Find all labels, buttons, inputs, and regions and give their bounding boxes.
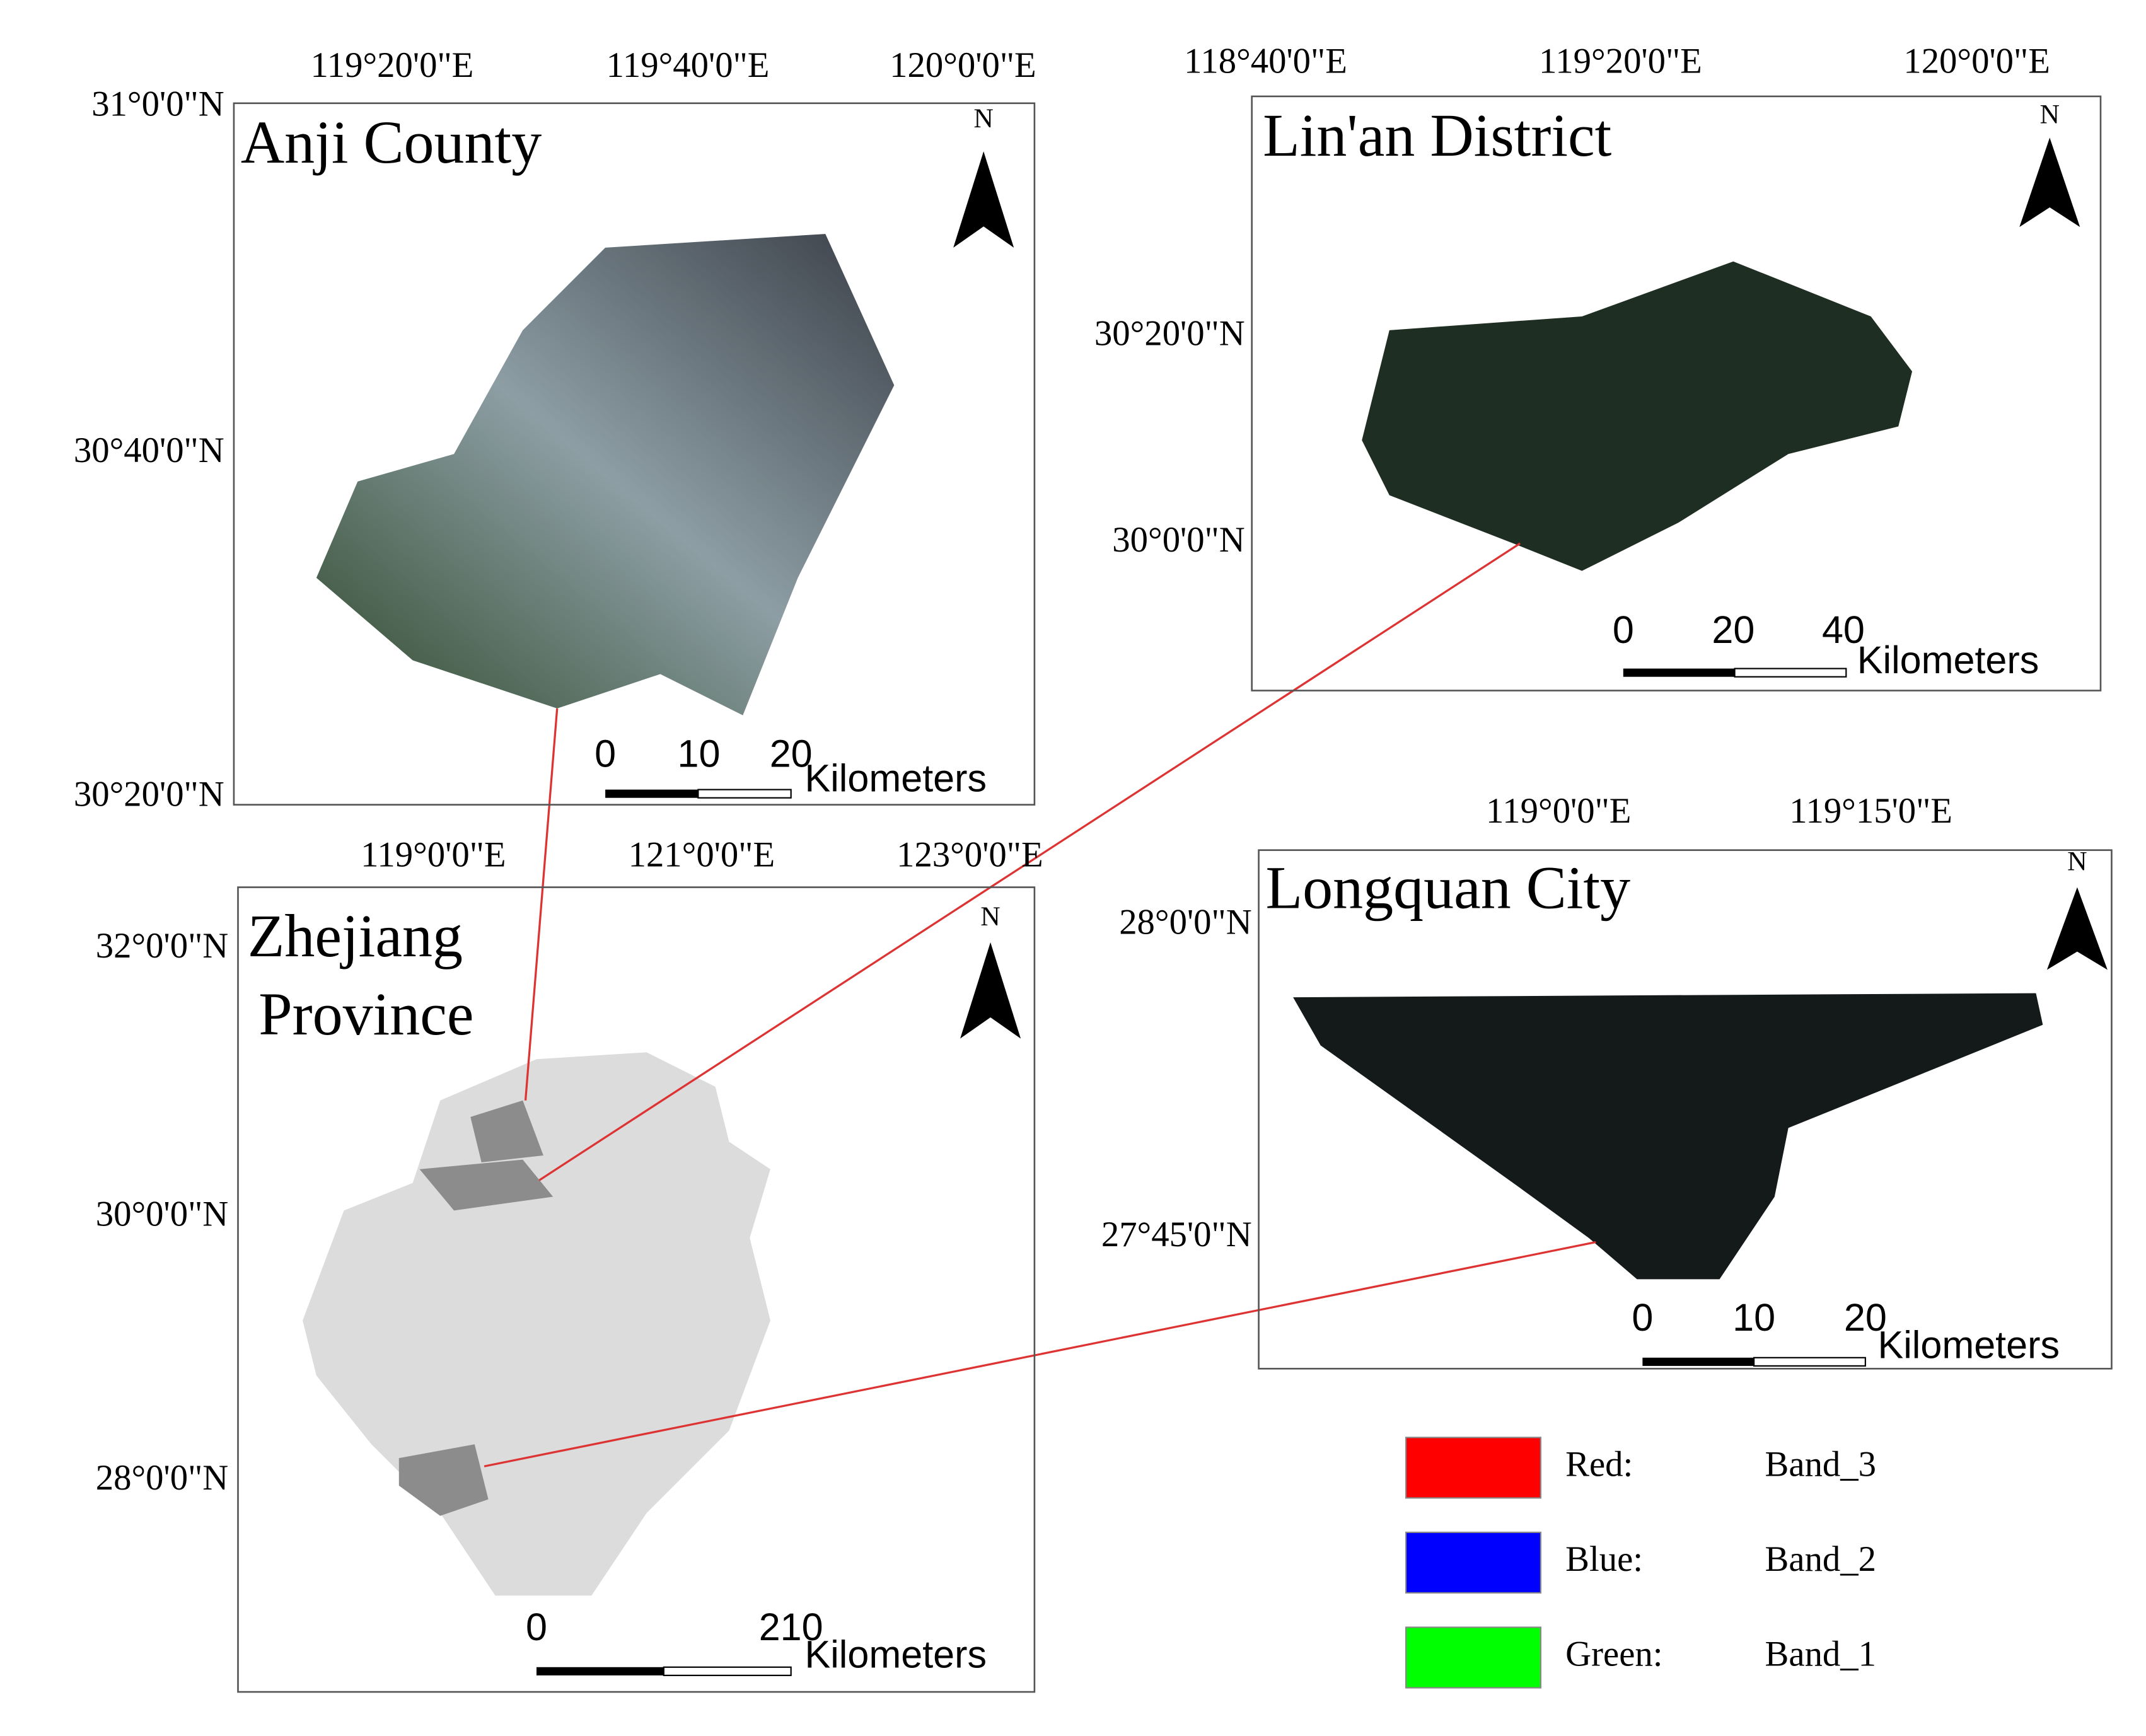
zhejiang-shape xyxy=(303,1052,770,1596)
longitude-label: 119°40'0"E xyxy=(606,45,770,85)
north-label: N xyxy=(2039,100,2060,130)
connectors xyxy=(484,542,1596,1467)
scale-label: 210 xyxy=(759,1606,823,1648)
anji-region xyxy=(470,1100,543,1162)
scale-unit: Kilometers xyxy=(1877,1324,2060,1367)
panel-title: Longquan City xyxy=(1265,854,1630,921)
scale-label: 0 xyxy=(526,1606,547,1648)
north-arrow xyxy=(2019,137,2080,228)
scale-bar xyxy=(1642,1357,1754,1366)
panel-title: Zhejiang xyxy=(248,902,463,969)
legend-swatch xyxy=(1405,1437,1541,1499)
panel-frame xyxy=(1251,95,2102,692)
longitude-label: 118°40'0"E xyxy=(1184,42,1347,81)
scale-bar xyxy=(1623,668,1735,677)
latitude-label: 28°0'0"N xyxy=(96,1458,228,1498)
latitude-label: 30°0'0"N xyxy=(1112,520,1244,560)
scale-unit: Kilometers xyxy=(805,757,987,800)
panel-title: Lin'an District xyxy=(1263,101,1612,169)
scale-unit: Kilometers xyxy=(1857,639,2039,681)
north-arrow xyxy=(953,151,1014,248)
longitude-label: 119°0'0"E xyxy=(361,835,506,875)
panel-title: Province xyxy=(258,980,473,1048)
latitude-label: 30°20'0"N xyxy=(1094,314,1245,354)
latitude-label: 27°45'0"N xyxy=(1101,1215,1252,1254)
scale-label: 20 xyxy=(770,732,813,775)
anji-image xyxy=(316,234,895,715)
scale-label: 0 xyxy=(594,732,616,775)
longquan-region xyxy=(398,1444,489,1516)
longquan-image xyxy=(1293,993,2043,1280)
scale-label: 40 xyxy=(1822,608,1865,651)
latitude-label: 30°20'0"N xyxy=(74,775,224,814)
scale-bar xyxy=(697,789,792,799)
scale-label: 20 xyxy=(1844,1296,1887,1339)
scale-bar xyxy=(1734,668,1847,678)
north-label: N xyxy=(2067,846,2087,876)
longitude-label: 119°15'0"E xyxy=(1789,791,1952,831)
legend-swatch xyxy=(1405,1531,1541,1594)
panel-frame xyxy=(1258,849,2113,1370)
connector xyxy=(524,708,559,1101)
connector xyxy=(538,542,1521,1181)
north-arrow xyxy=(2046,887,2108,970)
latitude-label: 31°0'0"N xyxy=(91,84,224,124)
scale-label: 0 xyxy=(1613,608,1634,651)
longitude-label: 120°0'0"E xyxy=(1903,42,2050,81)
scale-bar xyxy=(663,1666,792,1676)
scale-label: 20 xyxy=(1712,608,1754,651)
legend-band: Band_2 xyxy=(1765,1539,1876,1579)
legend-channel: Red: xyxy=(1565,1444,1633,1484)
north-arrow xyxy=(960,942,1021,1039)
linan-region xyxy=(419,1159,554,1211)
scale-label: 10 xyxy=(678,732,721,775)
legend-band: Band_3 xyxy=(1765,1444,1876,1484)
latitude-label: 32°0'0"N xyxy=(96,926,228,966)
panel-frame xyxy=(233,102,1036,806)
scale-label: 0 xyxy=(1632,1296,1653,1339)
north-label: N xyxy=(980,901,1000,932)
longitude-label: 119°0'0"E xyxy=(1486,791,1631,831)
north-label: N xyxy=(973,103,994,134)
legend-channel: Green: xyxy=(1565,1635,1662,1674)
legend-channel: Blue: xyxy=(1565,1539,1643,1579)
scale-bar xyxy=(1753,1357,1866,1367)
connector xyxy=(484,1241,1596,1467)
scale-label: 10 xyxy=(1732,1296,1775,1339)
longitude-label: 121°0'0"E xyxy=(629,835,775,875)
scale-unit: Kilometers xyxy=(805,1633,987,1676)
latitude-label: 28°0'0"N xyxy=(1119,903,1251,942)
latitude-label: 30°40'0"N xyxy=(74,431,224,470)
panel-frame xyxy=(237,886,1036,1693)
panel-title: Anji County xyxy=(241,108,542,176)
longitude-label: 119°20'0"E xyxy=(1539,42,1702,81)
legend-band: Band_1 xyxy=(1765,1635,1876,1674)
legend-swatch xyxy=(1405,1626,1541,1689)
longitude-label: 120°0'0"E xyxy=(890,45,1036,85)
longitude-label: 123°0'0"E xyxy=(896,835,1043,875)
longitude-label: 119°20'0"E xyxy=(311,45,474,85)
latitude-label: 30°0'0"N xyxy=(96,1194,228,1234)
linan-image xyxy=(1362,261,1913,571)
scale-bar xyxy=(605,789,699,798)
scale-bar xyxy=(536,1667,664,1675)
